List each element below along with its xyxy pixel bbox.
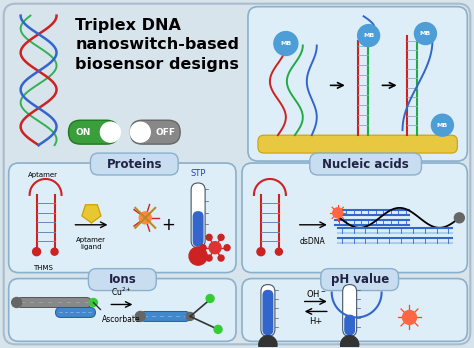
Text: STP: STP [191,169,206,178]
FancyBboxPatch shape [310,153,421,175]
Text: MB: MB [363,33,374,38]
FancyBboxPatch shape [69,120,118,144]
FancyBboxPatch shape [321,269,399,291]
Text: H+: H+ [309,317,322,326]
FancyBboxPatch shape [248,7,467,161]
Circle shape [275,248,283,255]
Circle shape [135,311,145,322]
FancyBboxPatch shape [191,183,205,248]
Circle shape [455,213,465,223]
Circle shape [130,122,150,142]
Circle shape [206,255,212,261]
Circle shape [259,336,277,348]
Circle shape [139,212,151,224]
FancyBboxPatch shape [242,163,467,272]
Text: ON: ON [76,128,91,137]
FancyBboxPatch shape [343,285,356,337]
Text: Aptamer
ligand: Aptamer ligand [76,237,107,250]
Circle shape [100,122,120,142]
Circle shape [431,114,453,136]
FancyBboxPatch shape [17,298,91,308]
Text: Ions: Ions [109,273,136,286]
Circle shape [206,234,212,240]
FancyBboxPatch shape [263,290,273,335]
Circle shape [218,234,224,240]
Circle shape [214,325,222,333]
Text: pH value: pH value [330,273,389,286]
FancyBboxPatch shape [130,120,180,144]
Circle shape [189,247,207,265]
Circle shape [186,313,194,321]
Circle shape [12,298,22,308]
Circle shape [224,245,230,251]
Circle shape [274,32,298,55]
FancyBboxPatch shape [258,135,457,153]
FancyBboxPatch shape [344,315,355,335]
Text: Cu$^{2+}$: Cu$^{2+}$ [111,285,132,298]
Text: OH$^-$: OH$^-$ [306,287,326,299]
FancyBboxPatch shape [261,285,275,337]
Circle shape [33,248,41,256]
Circle shape [414,23,437,45]
Text: MB: MB [420,31,431,36]
Text: Proteins: Proteins [107,158,162,171]
Circle shape [218,255,224,261]
Circle shape [402,310,417,324]
Circle shape [341,336,359,348]
Text: Ascorbate: Ascorbate [102,315,141,324]
FancyBboxPatch shape [9,163,236,272]
FancyBboxPatch shape [192,211,204,247]
Circle shape [358,25,380,47]
FancyBboxPatch shape [55,308,95,317]
Polygon shape [82,205,101,223]
Text: Triplex DNA
nanoswitch-based
biosensor designs: Triplex DNA nanoswitch-based biosensor d… [75,18,239,72]
Text: +: + [161,216,175,234]
FancyBboxPatch shape [9,279,236,341]
Circle shape [206,294,214,302]
Text: THMS: THMS [33,264,53,271]
Text: dsDNA: dsDNA [300,237,326,246]
Text: Aptamer: Aptamer [27,172,57,178]
Circle shape [257,248,265,256]
FancyBboxPatch shape [4,4,470,344]
FancyBboxPatch shape [140,311,190,322]
Circle shape [200,245,206,251]
Circle shape [333,208,343,218]
FancyBboxPatch shape [89,269,156,291]
Text: MB: MB [280,41,292,46]
FancyBboxPatch shape [91,153,178,175]
Text: MB: MB [437,123,448,128]
Circle shape [90,299,98,307]
Text: OFF: OFF [155,128,175,137]
Circle shape [209,242,221,254]
FancyBboxPatch shape [242,279,467,341]
Text: Nucleic acids: Nucleic acids [322,158,409,171]
Circle shape [51,248,58,255]
